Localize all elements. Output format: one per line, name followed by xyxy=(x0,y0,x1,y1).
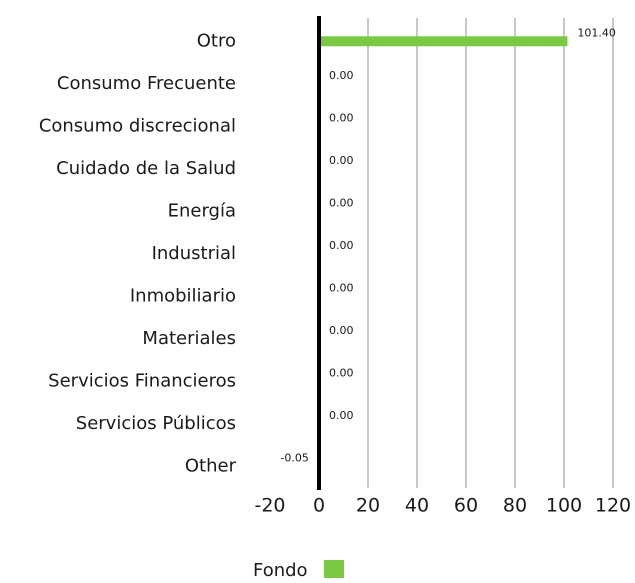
x-tick-label: 80 xyxy=(503,495,527,517)
value-label: 0.00 xyxy=(329,69,354,82)
x-tick-label: 120 xyxy=(595,495,631,517)
value-label: 0.00 xyxy=(329,154,354,167)
value-label: 0.00 xyxy=(329,239,354,252)
x-tick-label: 60 xyxy=(454,495,478,517)
value-label: 101.40 xyxy=(577,26,616,39)
value-label: 0.00 xyxy=(329,324,354,337)
category-label: Other xyxy=(185,456,237,477)
value-label: 0.00 xyxy=(329,196,354,209)
x-tick-label: 20 xyxy=(356,495,380,517)
value-label: 0.00 xyxy=(329,367,354,380)
category-label: Cuidado de la Salud xyxy=(56,158,236,179)
category-label: Consumo discrecional xyxy=(39,115,236,136)
value-label: 0.00 xyxy=(329,282,354,295)
x-tick-label: -20 xyxy=(254,495,285,517)
category-label: Servicios Financieros xyxy=(48,371,236,392)
category-label: Inmobiliario xyxy=(130,286,236,307)
x-tick-label: 100 xyxy=(546,495,582,517)
x-tick-label: 40 xyxy=(405,495,429,517)
value-label: -0.05 xyxy=(280,452,308,465)
category-label: Energía xyxy=(168,200,236,221)
legend-swatch xyxy=(324,560,344,578)
value-label: 0.00 xyxy=(329,111,354,124)
category-label: Servicios Públicos xyxy=(76,413,236,434)
category-label: Industrial xyxy=(152,243,236,264)
category-label: Materiales xyxy=(142,328,236,349)
legend-label: Fondo xyxy=(253,560,308,579)
category-label: Otro xyxy=(197,30,236,51)
category-label: Consumo Frecuente xyxy=(57,73,236,94)
bar xyxy=(319,36,567,46)
value-label: 0.00 xyxy=(329,409,354,422)
x-tick-label: 0 xyxy=(313,495,325,517)
